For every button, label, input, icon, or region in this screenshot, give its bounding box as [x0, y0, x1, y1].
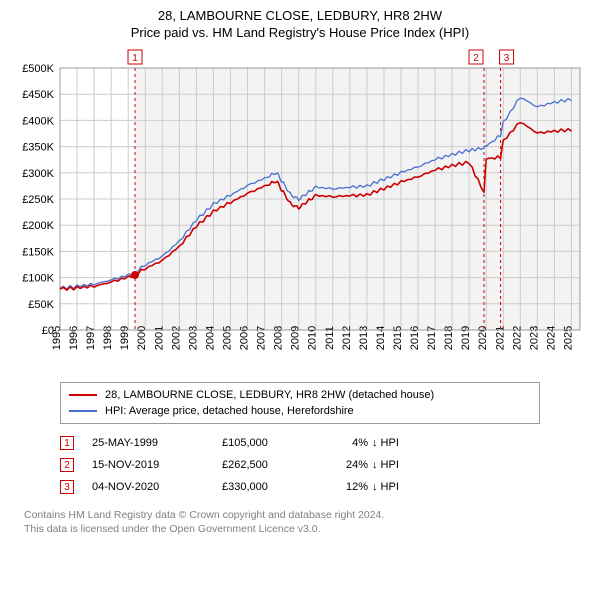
svg-text:2023: 2023: [528, 326, 540, 350]
transaction-direction: ↓ HPI: [372, 459, 412, 471]
svg-text:2018: 2018: [443, 326, 455, 350]
svg-text:2010: 2010: [307, 326, 319, 350]
svg-text:2001: 2001: [153, 326, 165, 350]
attribution-line: This data is licensed under the Open Gov…: [24, 522, 590, 536]
svg-text:1996: 1996: [68, 326, 80, 350]
svg-text:1998: 1998: [102, 326, 114, 350]
table-row: 3 04-NOV-2020 £330,000 12% ↓ HPI: [60, 476, 590, 498]
svg-text:2025: 2025: [562, 326, 574, 350]
table-row: 1 25-MAY-1999 £105,000 4% ↓ HPI: [60, 432, 590, 454]
marker-badge: 2: [60, 458, 74, 472]
table-row: 2 15-NOV-2019 £262,500 24% ↓ HPI: [60, 454, 590, 476]
transaction-pct: 12%: [322, 481, 372, 493]
transaction-price: £105,000: [222, 437, 322, 449]
chart-area: £0£50K£100K£150K£200K£250K£300K£350K£400…: [10, 46, 590, 376]
svg-text:£300K: £300K: [22, 168, 54, 180]
legend-swatch: [69, 410, 97, 412]
svg-text:2016: 2016: [409, 326, 421, 350]
svg-text:2: 2: [473, 53, 479, 64]
transaction-date: 15-NOV-2019: [92, 459, 222, 471]
svg-text:2003: 2003: [187, 326, 199, 350]
attribution: Contains HM Land Registry data © Crown c…: [24, 508, 590, 536]
svg-text:1999: 1999: [119, 326, 131, 350]
svg-text:£500K: £500K: [22, 63, 54, 75]
svg-text:£100K: £100K: [22, 273, 54, 285]
svg-text:2006: 2006: [239, 326, 251, 350]
svg-text:2002: 2002: [170, 326, 182, 350]
svg-text:2024: 2024: [545, 326, 557, 350]
svg-text:2019: 2019: [460, 326, 472, 350]
transaction-date: 04-NOV-2020: [92, 481, 222, 493]
line-chart: £0£50K£100K£150K£200K£250K£300K£350K£400…: [10, 46, 590, 376]
legend-label: 28, LAMBOURNE CLOSE, LEDBURY, HR8 2HW (d…: [105, 389, 434, 401]
svg-text:£400K: £400K: [22, 115, 54, 127]
svg-text:1995: 1995: [51, 326, 63, 350]
legend-item: 28, LAMBOURNE CLOSE, LEDBURY, HR8 2HW (d…: [69, 387, 531, 403]
svg-text:£350K: £350K: [22, 142, 54, 154]
transaction-pct: 4%: [322, 437, 372, 449]
container: 28, LAMBOURNE CLOSE, LEDBURY, HR8 2HW Pr…: [0, 0, 600, 546]
svg-text:2014: 2014: [375, 326, 387, 350]
marker-badge: 1: [60, 436, 74, 450]
svg-text:£200K: £200K: [22, 220, 54, 232]
svg-text:2004: 2004: [204, 326, 216, 350]
transaction-direction: ↓ HPI: [372, 481, 412, 493]
legend-item: HPI: Average price, detached house, Here…: [69, 403, 531, 419]
transaction-price: £330,000: [222, 481, 322, 493]
svg-text:£50K: £50K: [28, 299, 54, 311]
transaction-pct: 24%: [322, 459, 372, 471]
transaction-price: £262,500: [222, 459, 322, 471]
svg-text:2008: 2008: [273, 326, 285, 350]
svg-text:£150K: £150K: [22, 246, 54, 258]
legend: 28, LAMBOURNE CLOSE, LEDBURY, HR8 2HW (d…: [60, 382, 540, 424]
chart-titles: 28, LAMBOURNE CLOSE, LEDBURY, HR8 2HW Pr…: [10, 8, 590, 40]
svg-text:3: 3: [504, 53, 510, 64]
legend-swatch: [69, 394, 97, 396]
svg-text:£250K: £250K: [22, 194, 54, 206]
svg-text:2020: 2020: [477, 326, 489, 350]
svg-text:1997: 1997: [85, 326, 97, 350]
svg-text:2000: 2000: [136, 326, 148, 350]
svg-text:2015: 2015: [392, 326, 404, 350]
transaction-direction: ↓ HPI: [372, 437, 412, 449]
svg-text:£450K: £450K: [22, 89, 54, 101]
svg-text:2021: 2021: [494, 326, 506, 350]
transactions-table: 1 25-MAY-1999 £105,000 4% ↓ HPI 2 15-NOV…: [60, 432, 590, 498]
svg-text:2012: 2012: [341, 326, 353, 350]
attribution-line: Contains HM Land Registry data © Crown c…: [24, 508, 590, 522]
svg-text:1: 1: [132, 53, 138, 64]
svg-text:2017: 2017: [426, 326, 438, 350]
marker-badge: 3: [60, 480, 74, 494]
svg-text:2022: 2022: [511, 326, 523, 350]
svg-text:2009: 2009: [290, 326, 302, 350]
transaction-date: 25-MAY-1999: [92, 437, 222, 449]
svg-text:2005: 2005: [221, 326, 233, 350]
legend-label: HPI: Average price, detached house, Here…: [105, 405, 354, 417]
title-address: 28, LAMBOURNE CLOSE, LEDBURY, HR8 2HW: [10, 8, 590, 23]
svg-text:2013: 2013: [358, 326, 370, 350]
title-subtitle: Price paid vs. HM Land Registry's House …: [10, 25, 590, 40]
svg-text:2007: 2007: [256, 326, 268, 350]
